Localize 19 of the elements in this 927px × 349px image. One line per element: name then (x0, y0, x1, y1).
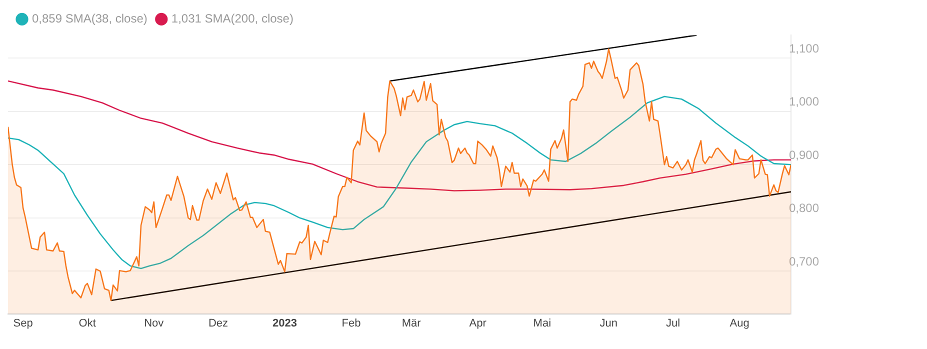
x-tick-label: Aug (730, 317, 750, 330)
x-tick-label: Jun (600, 317, 618, 330)
x-tick-label: Okt (78, 317, 96, 330)
x-tick-label: Sep (13, 317, 33, 330)
y-tick-label: 1,100 (788, 41, 820, 56)
x-tick-label: Jul (666, 317, 680, 330)
x-tick-label: Nov (144, 317, 164, 330)
x-tick-label: Apr (469, 317, 487, 330)
y-tick-label: 0,900 (788, 148, 820, 162)
x-tick-label: Dez (208, 317, 228, 330)
y-tick-label: 0,700 (788, 254, 820, 268)
x-tick-label: Mär (402, 317, 422, 330)
legend-label: 1,031 SMA(200, close) (171, 12, 294, 26)
y-tick-label: 1,000 (788, 94, 820, 109)
legend-label: 0,859 SMA(38, close) (32, 12, 148, 26)
x-tick-label: Mai (533, 317, 552, 330)
y-tick-label: 0,800 (788, 201, 820, 216)
x-tick-label: Feb (342, 317, 361, 330)
x-tick-label: 2023 (272, 317, 297, 330)
